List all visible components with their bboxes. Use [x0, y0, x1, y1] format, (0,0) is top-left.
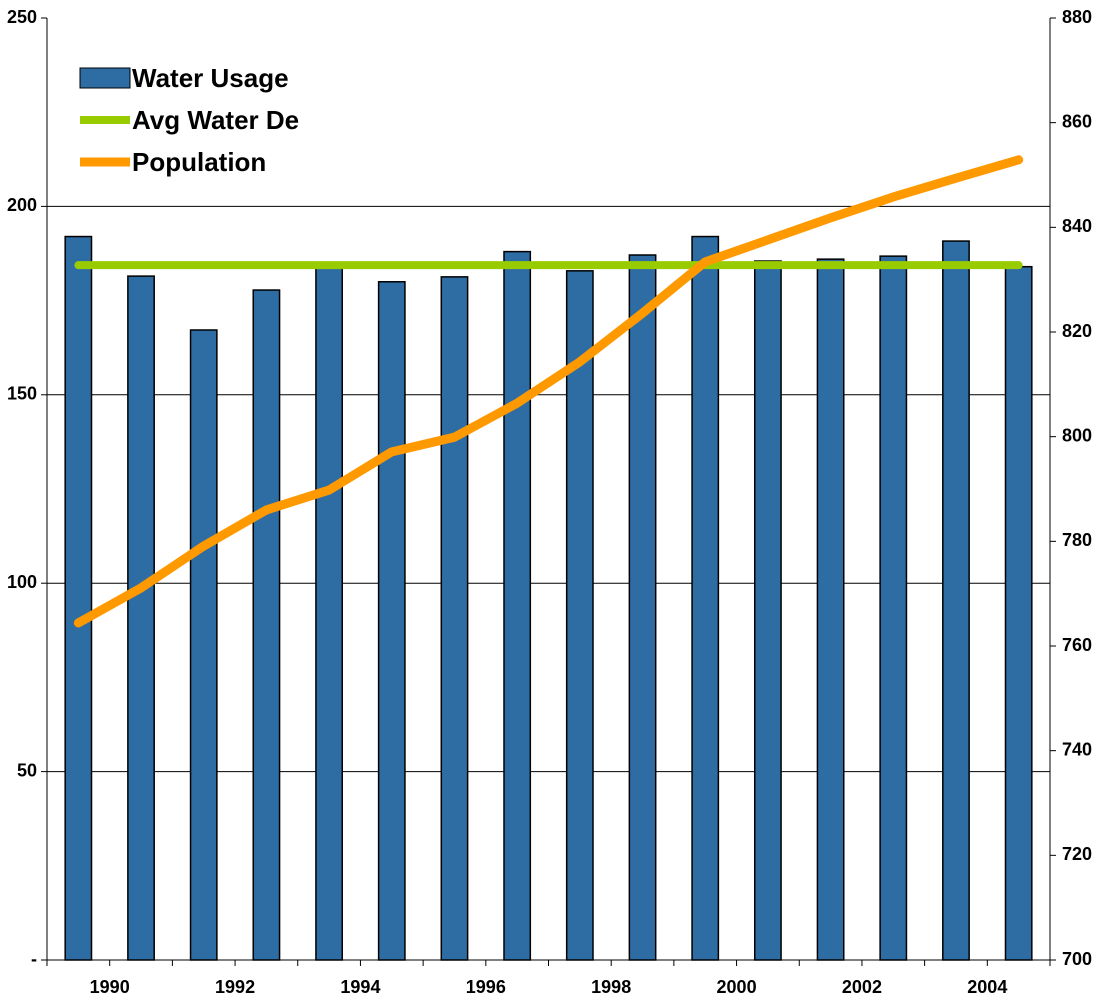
x-tick-label: 1994: [340, 977, 380, 997]
x-tick-label: 1992: [215, 977, 255, 997]
bar: [252, 289, 281, 961]
bar: [315, 265, 344, 961]
x-tick-label: 2000: [717, 977, 757, 997]
bar: [565, 270, 594, 961]
y-tick-label: 50: [17, 760, 37, 780]
y2-tick-label: 740: [1062, 739, 1092, 759]
x-tick-label: 2002: [842, 977, 882, 997]
bar: [1004, 265, 1033, 961]
bar: [64, 235, 93, 961]
bar: [879, 255, 908, 961]
y2-tick-label: 780: [1062, 530, 1092, 550]
y2-tick-label: 700: [1062, 949, 1092, 969]
bar: [942, 240, 970, 961]
y2-tick-label: 840: [1062, 216, 1092, 236]
y-tick-label: 200: [7, 195, 37, 215]
x-tick-label: 2004: [967, 977, 1007, 997]
y2-tick-label: 800: [1062, 425, 1092, 445]
x-tick-label: 1996: [466, 977, 506, 997]
bar: [440, 276, 469, 961]
bar: [691, 235, 720, 961]
y2-tick-label: 720: [1062, 844, 1092, 864]
y-tick-label: 150: [7, 384, 37, 404]
legend-label: Population: [132, 147, 266, 177]
y-tick-label: -: [31, 949, 37, 969]
x-tick-label: 1998: [591, 977, 631, 997]
bar: [503, 250, 532, 961]
y-tick-label: 100: [7, 572, 37, 592]
legend-swatch: [79, 67, 131, 89]
y2-tick-label: 860: [1062, 111, 1092, 131]
bar: [189, 329, 218, 961]
bar: [628, 254, 657, 961]
y2-tick-label: 880: [1062, 7, 1092, 27]
bar: [753, 260, 782, 961]
legend-label: Avg Water De: [132, 105, 299, 135]
legend-label: Water Usage: [132, 63, 289, 93]
x-tick-label: 1990: [90, 977, 130, 997]
bar: [127, 275, 155, 961]
y2-tick-label: 760: [1062, 635, 1092, 655]
y2-tick-label: 820: [1062, 321, 1092, 341]
bar: [377, 281, 406, 961]
y-tick-label: 250: [7, 7, 37, 27]
bar: [816, 258, 845, 961]
line-series: [73, 155, 1024, 628]
